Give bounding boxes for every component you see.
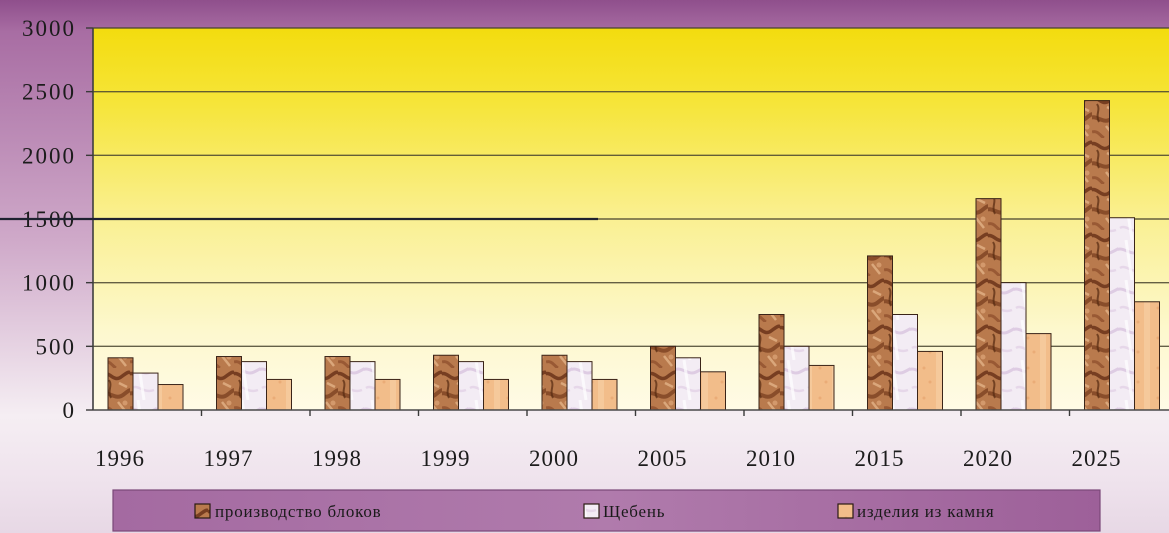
legend-label: изделия из камня [857, 502, 994, 521]
bar-series1-1997 [216, 356, 242, 411]
x-tick-label: 2025 [1072, 446, 1122, 471]
bar-series2-2010 [783, 345, 810, 411]
legend-item: Щебень [583, 502, 665, 521]
bar-series2-2025 [1109, 217, 1135, 411]
x-tick-label: 2000 [529, 446, 579, 471]
x-tick-label: 2015 [855, 446, 905, 471]
bar-series1-2015 [867, 255, 893, 411]
legend: производство блоков Щебень изделия из ка… [112, 489, 1101, 532]
legend-swatch-stone-products [837, 503, 854, 519]
bar-series3-2010 [808, 364, 835, 411]
x-tick-label: 1996 [95, 446, 145, 471]
bar-series1-2010 [758, 314, 785, 411]
bar-series3-1997 [266, 378, 292, 411]
bar-series1-2005 [650, 345, 676, 411]
bar-series2-1998 [349, 361, 376, 411]
bar-series2-1997 [241, 361, 267, 411]
y-tick-label: 1000 [22, 271, 76, 296]
x-tick-label: 2010 [746, 446, 796, 471]
y-tick-label: 3000 [22, 16, 76, 41]
bar-series1-1999 [433, 354, 459, 411]
y-tick-label: 500 [36, 334, 77, 359]
bar-series3-1996 [157, 384, 184, 411]
x-tick-label: 1997 [204, 446, 254, 471]
legend-box [112, 489, 1101, 532]
bar-series2-2005 [675, 357, 701, 411]
y-tick-label: 0 [63, 398, 77, 423]
bar-series2-2015 [892, 314, 918, 411]
bar-series1-1996 [107, 357, 134, 411]
bar-series2-1999 [458, 361, 484, 411]
bars [107, 100, 1160, 411]
bar-series1-2025 [1084, 100, 1110, 411]
y-tick-label: 2000 [22, 143, 76, 168]
legend-label: производство блоков [215, 502, 381, 521]
bar-series2-2020 [1000, 282, 1027, 411]
x-axis-ticks: 1996 1997 1998 1999 2000 2005 2010 2015 2020 2025 [95, 410, 1122, 471]
bar-series3-2015 [917, 350, 943, 411]
y-tick-label: 2500 [22, 80, 76, 105]
legend-swatch-blocks [194, 503, 211, 519]
bar-series3-1998 [374, 378, 401, 411]
x-tick-label: 2020 [963, 446, 1013, 471]
legend-swatch-gravel [583, 503, 600, 519]
legend-item: производство блоков [194, 502, 381, 521]
x-tick-label: 2005 [638, 446, 688, 471]
bar-series2-2000 [566, 361, 593, 411]
bar-series3-2020 [1025, 333, 1052, 411]
x-tick-label: 1998 [312, 446, 362, 471]
bar-series3-1999 [483, 378, 509, 411]
bar-series1-2020 [975, 198, 1002, 411]
bar-series3-2005 [700, 371, 726, 411]
bar-series1-1998 [324, 356, 351, 411]
bar-series3-2000 [591, 378, 618, 411]
legend-item: изделия из камня [837, 502, 994, 521]
bar-series1-2000 [541, 354, 568, 411]
bar-series3-2025 [1134, 301, 1160, 411]
bar-series2-1996 [132, 372, 159, 411]
x-tick-label: 1999 [421, 446, 471, 471]
legend-label: Щебень [603, 502, 665, 521]
